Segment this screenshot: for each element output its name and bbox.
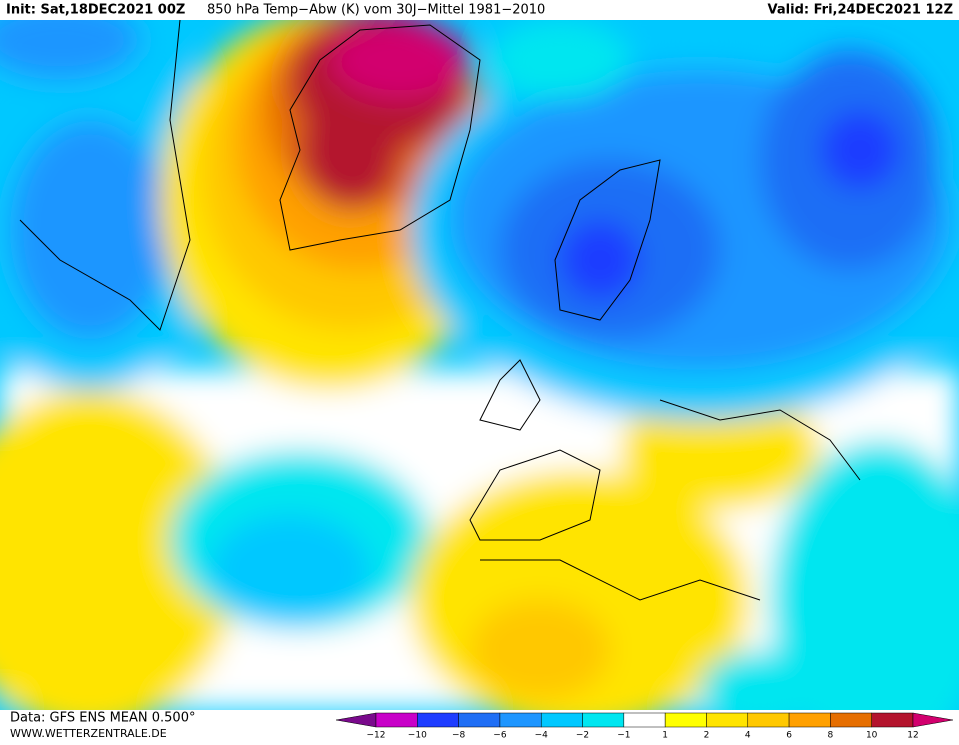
colorbar-band: [706, 712, 749, 728]
colorbar-label: −1: [617, 731, 630, 741]
colorbar-label: 12: [907, 731, 918, 741]
colorbar-band: [871, 712, 914, 728]
colorbar-label: 2: [704, 731, 710, 741]
colorbar-label: −6: [493, 731, 507, 741]
colorbar-label: −8: [452, 731, 466, 741]
colorbar-label: −12: [367, 731, 386, 741]
coastlines: [19, 20, 861, 601]
colorbar-label: 10: [866, 731, 878, 741]
colorbar-label: 6: [786, 731, 792, 741]
colorbar: −12 −10 −8 −6 −4 −2 −1 1 2 4 6 8 10 12: [335, 712, 954, 741]
title-text: 850 hPa Temp−Abw (K) vom 30J−Mittel 1981…: [207, 3, 545, 18]
valid-text: Valid: Fri,24DEC2021 12Z: [768, 3, 953, 18]
colorbar-label: 1: [662, 731, 668, 741]
source-text: Data: GFS ENS MEAN 0.500°: [10, 711, 195, 726]
colorbar-band: [623, 712, 666, 728]
colorbar-band: [499, 712, 542, 728]
colorbar-label: −2: [576, 731, 589, 741]
colorbar-band: [375, 712, 418, 728]
colorbar-arrow: [912, 712, 954, 728]
init-text: Init: Sat,18DEC2021 00Z: [6, 3, 185, 18]
colorbar-band: [417, 712, 459, 728]
colorbar-band: [830, 712, 872, 728]
colorbar-label: 8: [828, 731, 834, 741]
colorbar-band: [788, 712, 831, 728]
colorbar-label: −4: [535, 731, 549, 741]
colorbar-band: [540, 712, 583, 728]
colorbar-band: [747, 712, 790, 728]
colorbar-band: [458, 712, 501, 728]
site-text: WWW.WETTERZENTRALE.DE: [10, 727, 167, 740]
colorbar-band: [582, 712, 625, 728]
colorbar-label: −10: [408, 731, 427, 741]
colorbar-band: [664, 712, 707, 728]
colorbar-label: 4: [745, 731, 751, 741]
